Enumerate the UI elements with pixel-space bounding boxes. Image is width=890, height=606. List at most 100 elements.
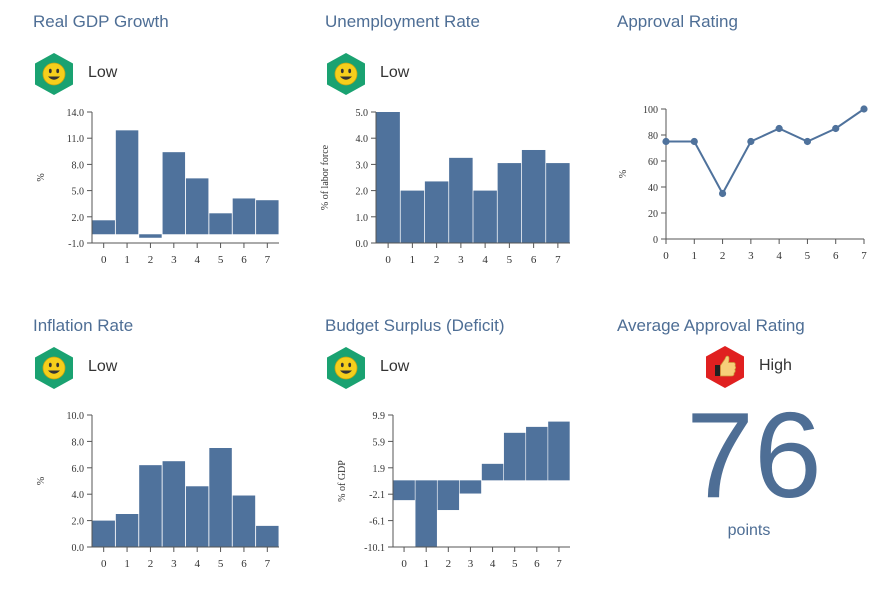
bar xyxy=(209,213,232,235)
y-tick-label: -6.1 xyxy=(369,517,385,528)
x-tick-label: 4 xyxy=(482,254,488,266)
bar xyxy=(415,480,437,547)
bar xyxy=(437,480,460,511)
status-label: Low xyxy=(88,358,118,375)
x-tick-label: 4 xyxy=(194,558,200,570)
y-tick-label: 8.0 xyxy=(72,437,85,448)
x-tick-label: 5 xyxy=(218,254,224,266)
x-tick-label: 0 xyxy=(385,254,391,266)
data-point xyxy=(832,124,840,133)
approval-line-chart: 0 20 40 60 80 100 0 1 2 3 4 5 6 7% xyxy=(618,105,868,262)
x-tick-label: 6 xyxy=(833,250,839,262)
y-tick-label: 6.0 xyxy=(72,464,85,475)
bar xyxy=(115,514,139,547)
y-tick-label: 5.0 xyxy=(72,187,85,198)
y-axis-label: % xyxy=(36,173,47,181)
y-tick-label: 1.9 xyxy=(373,464,386,475)
x-tick-label: 5 xyxy=(507,254,513,266)
average-approval-unit: points xyxy=(727,522,771,539)
y-tick-label: 11.0 xyxy=(67,134,84,145)
y-tick-label: 2.0 xyxy=(356,187,369,198)
inflation-bar-chart: 0 1 2 3 4 5 6 7 0.0 2.0 4.0 6.0 8.0 10.0% xyxy=(36,411,279,570)
data-point xyxy=(718,189,727,198)
bar xyxy=(400,190,425,243)
panel-inflation: Inflation Rate Low xyxy=(33,316,323,606)
panel-unemployment: Unemployment Rate Low xyxy=(325,12,615,302)
x-tick-label: 2 xyxy=(148,254,154,266)
x-tick-label: 7 xyxy=(265,558,271,570)
x-tick-label: 3 xyxy=(171,254,177,266)
y-tick-label: 60 xyxy=(648,157,658,168)
bar xyxy=(424,181,449,243)
y-tick-label: -10.1 xyxy=(364,543,385,554)
smiley-face-icon xyxy=(35,347,73,389)
x-tick-label: 5 xyxy=(805,250,811,262)
y-tick-label: 8.0 xyxy=(72,160,85,171)
bar xyxy=(162,461,186,547)
bar xyxy=(548,421,570,481)
panel-average-approval: Average Approval Rating High xyxy=(617,316,890,578)
panel-budget: Budget Surplus (Deficit) Low xyxy=(325,316,615,606)
bar xyxy=(459,480,482,494)
y-axis-label: % of GDP xyxy=(337,460,348,502)
x-tick-label: 6 xyxy=(241,254,247,266)
data-point xyxy=(775,124,783,133)
data-point xyxy=(803,137,812,146)
bar xyxy=(232,495,256,547)
y-tick-label: 5.9 xyxy=(373,437,386,448)
x-tick-label: 5 xyxy=(218,558,224,570)
bar xyxy=(393,480,415,501)
x-tick-label: 7 xyxy=(861,250,867,262)
x-tick-label: 2 xyxy=(148,558,154,570)
bar xyxy=(546,163,570,243)
x-tick-label: 4 xyxy=(194,254,200,266)
x-tick-label: 4 xyxy=(490,558,496,570)
y-tick-label: 0.0 xyxy=(72,543,85,554)
x-tick-label: 1 xyxy=(410,254,416,266)
gdp-bar-chart: 0 1 2 3 4 5 6 7 -1.0 2.0 5.0 8.0 11.0 14.0% xyxy=(36,108,279,266)
data-point xyxy=(662,137,670,146)
x-tick-label: 7 xyxy=(556,558,562,570)
bar xyxy=(503,432,526,481)
x-tick-label: 4 xyxy=(776,250,782,262)
panel-title: Budget Surplus (Deficit) xyxy=(325,316,505,335)
x-tick-label: 3 xyxy=(748,250,754,262)
x-tick-label: 7 xyxy=(265,254,271,266)
series-line xyxy=(666,108,865,196)
bar xyxy=(92,220,115,235)
y-tick-label: 2.0 xyxy=(72,213,85,224)
bar xyxy=(521,149,546,243)
status-label: High xyxy=(759,357,792,374)
bar xyxy=(185,486,209,547)
y-tick-label: 3.0 xyxy=(356,160,369,171)
y-tick-label: 10.0 xyxy=(67,411,85,422)
panel-gdp: Real GDP Growth Low xyxy=(33,12,323,302)
y-tick-label: 9.9 xyxy=(373,411,386,422)
bar xyxy=(449,157,473,243)
bar xyxy=(376,112,400,243)
y-axis-label: % of labor force xyxy=(320,144,331,210)
y-tick-label: -1.0 xyxy=(68,239,84,250)
data-point xyxy=(747,137,755,146)
x-tick-label: 1 xyxy=(124,254,130,266)
panel-title: Unemployment Rate xyxy=(325,12,480,31)
y-tick-label: 20 xyxy=(648,209,658,220)
y-tick-label: 2.0 xyxy=(72,517,85,528)
status-label: Low xyxy=(380,358,410,375)
y-tick-label: 5.0 xyxy=(356,108,369,119)
average-approval-value: 76 xyxy=(686,387,822,523)
data-point xyxy=(690,137,698,146)
bar xyxy=(526,426,548,481)
y-tick-label: 100 xyxy=(643,105,658,116)
y-tick-label: 1.0 xyxy=(356,213,369,224)
smiley-face-icon xyxy=(35,53,73,95)
bar xyxy=(92,520,115,547)
panel-approval: Approval Rating xyxy=(617,12,890,302)
x-tick-label: 3 xyxy=(468,558,474,570)
bar xyxy=(209,448,232,547)
unemployment-bar-chart: 0 1 2 3 4 5 6 7 0.0 1.0 2.0 3.0 4.0 5.0 % of labor for… xyxy=(320,108,570,266)
bar xyxy=(115,130,139,235)
x-tick-label: 1 xyxy=(124,558,130,570)
y-tick-label: 14.0 xyxy=(67,108,85,119)
smiley-face-icon xyxy=(327,53,365,95)
